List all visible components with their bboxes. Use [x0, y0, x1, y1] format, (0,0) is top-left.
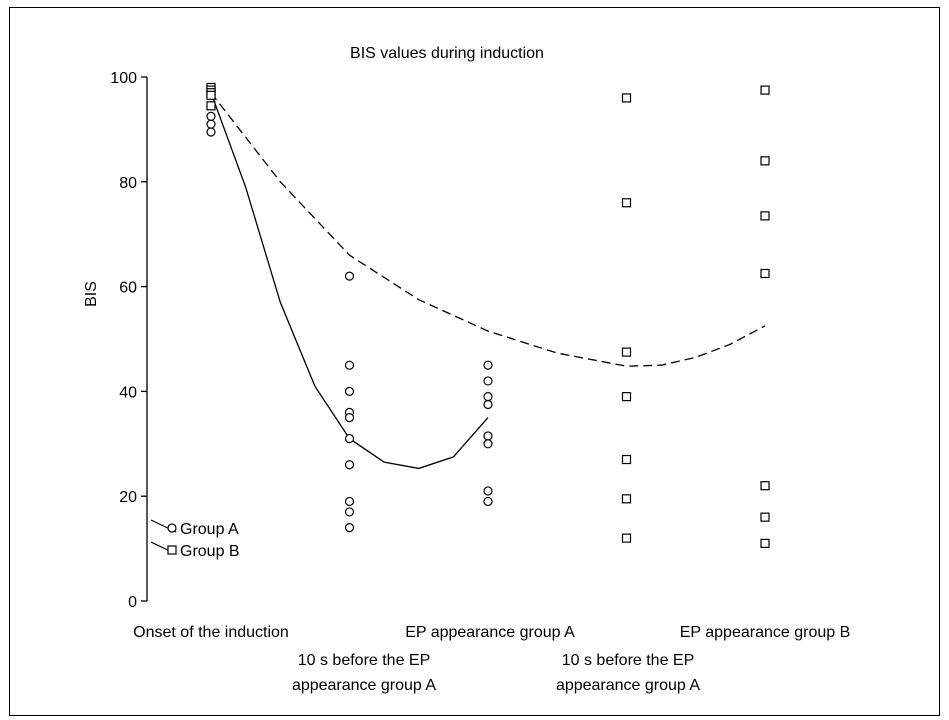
group-b-point: [206, 101, 216, 111]
group-a-point: [483, 376, 493, 386]
legend-group-a-marker: [167, 523, 177, 533]
group-a-point: [206, 119, 216, 129]
y-tick-label-20: 20: [119, 489, 137, 506]
group-b-point: [760, 481, 770, 491]
group-b-point: [760, 211, 770, 221]
y-tick-label-40: 40: [119, 384, 137, 401]
y-tick-label-60: 60: [119, 280, 137, 297]
group-a-point: [344, 360, 355, 370]
bis-chart: BIS values during induction BIS 0 20 40 60 8…: [83, 45, 850, 694]
x-category-label: appearance group A: [556, 677, 700, 694]
group-b-point: [760, 512, 770, 522]
group-a-point: [206, 127, 216, 137]
y-tick-label-80: 80: [119, 175, 137, 192]
x-category-label: appearance group A: [292, 677, 436, 694]
x-category-label: 10 s before the EP: [298, 652, 431, 669]
group-b-point: [621, 533, 632, 543]
group-a-point: [483, 496, 493, 507]
group-a-point: [344, 507, 355, 517]
group-b-point: [760, 538, 770, 548]
group-a-point: [483, 486, 493, 496]
group-a-point: [483, 399, 493, 410]
group-a-point: [483, 439, 493, 449]
group-b-point: [621, 392, 632, 402]
chart-frame: BIS values during induction BIS 0 20 40 60 8…: [9, 7, 940, 716]
y-tick-label-100: 100: [110, 70, 137, 87]
x-category-label: 10 s before the EP: [562, 652, 695, 669]
group-a-point: [344, 523, 355, 533]
group-b-point: [621, 347, 632, 357]
group-a-point: [344, 413, 355, 423]
x-category-label: EP appearance group B: [680, 624, 851, 641]
group-a-point: [344, 386, 355, 396]
group-b-fit-curve: [210, 92, 766, 367]
group-b-point: [206, 90, 216, 100]
y-axis-label: BIS: [83, 281, 100, 307]
legend-group-b-marker: [167, 545, 177, 555]
group-a-point: [344, 433, 355, 444]
y-tick-label-0: 0: [128, 594, 137, 611]
group-a-point: [206, 111, 216, 121]
chart-title: BIS values during induction: [350, 45, 544, 62]
group-a-point: [344, 460, 355, 470]
plot-area: 0 20 40 60 80 100 Onset of the induction 10 s b…: [110, 70, 850, 694]
group-b-point: [621, 198, 632, 208]
group-b-point: [621, 93, 632, 103]
group-b-point: [621, 454, 632, 465]
legend-group-a-label: Group A: [180, 521, 239, 538]
group-b-point: [621, 494, 632, 504]
group-a-point: [483, 392, 493, 402]
group-a-point: [344, 496, 355, 507]
group-a-point: [483, 360, 493, 370]
x-category-label: EP appearance group A: [405, 624, 575, 641]
group-b-point: [760, 268, 770, 279]
group-a-point: [344, 271, 355, 281]
x-category-label: Onset of the induction: [133, 624, 289, 641]
group-b-point: [760, 85, 770, 95]
legend-group-b-label: Group B: [180, 543, 240, 560]
group-b-point: [760, 156, 770, 166]
group-a-point: [483, 431, 493, 441]
